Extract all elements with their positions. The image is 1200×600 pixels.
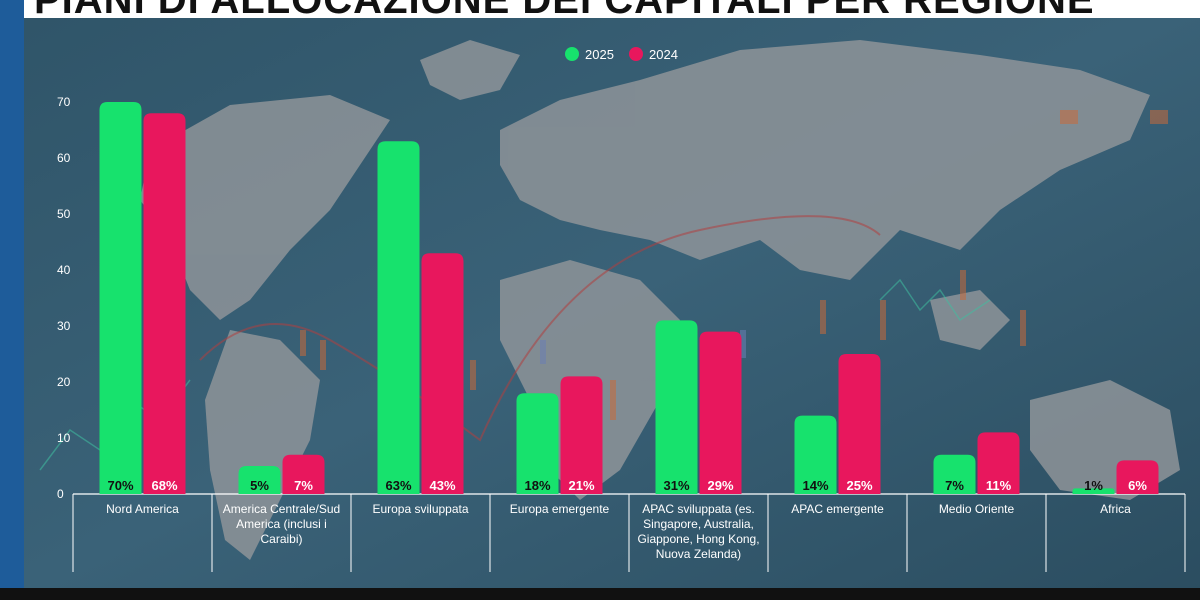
- chart-title: PIANI DI ALLOCAZIONE DEI CAPITALI PER RE…: [34, 0, 1095, 18]
- bar-value-label-2025: 63%: [385, 478, 411, 493]
- bottom-bar: [0, 588, 1200, 600]
- chart-bars: [99, 102, 1159, 494]
- bar-2025: [794, 415, 837, 494]
- y-tick-label: 20: [57, 375, 71, 389]
- bar-2025: [377, 141, 420, 494]
- bar-2024: [143, 113, 186, 494]
- chart-legend: 2025 2024: [565, 47, 678, 62]
- bar-value-label-2025: 5%: [250, 478, 269, 493]
- x-tick-label: Europa sviluppata: [372, 502, 468, 516]
- bar-value-label-2024: 43%: [429, 478, 455, 493]
- y-tick-label: 60: [57, 151, 71, 165]
- bar-2024: [421, 253, 464, 494]
- bar-2025: [1072, 488, 1115, 494]
- bar-value-label-2024: 68%: [151, 478, 177, 493]
- x-tick-label-line: Singapore, Australia,: [643, 517, 754, 531]
- bar-2025: [99, 102, 142, 494]
- x-tick-label: Nord America: [106, 502, 179, 516]
- bar-value-label-2024: 6%: [1128, 478, 1147, 493]
- bar-2025: [238, 466, 281, 494]
- bar-2024: [838, 354, 881, 494]
- bar-value-label-2024: 7%: [294, 478, 313, 493]
- bar-2025: [655, 320, 698, 494]
- bar-value-label-2025: 18%: [524, 478, 550, 493]
- x-tick-label: APAC sviluppata (es. Singapore, Australia…: [637, 502, 759, 561]
- y-tick-label: 10: [57, 431, 71, 445]
- x-tick-label: Medio Oriente: [939, 502, 1015, 516]
- x-tick-label-line: Giappone, Hong Kong,: [637, 532, 759, 546]
- legend-label-2025: 2025: [585, 47, 614, 62]
- bar-2024: [977, 432, 1020, 494]
- legend-marker-2024: [629, 47, 643, 61]
- x-tick-label-line: Europa emergente: [510, 502, 610, 516]
- bar-2025: [933, 454, 976, 494]
- x-tick-label-line: America Centrale/Sud: [223, 502, 340, 516]
- bar-value-label-2025: 31%: [663, 478, 689, 493]
- bar-value-label-2024: 21%: [568, 478, 594, 493]
- bar-2024: [560, 376, 603, 494]
- bar-value-label-2025: 70%: [107, 478, 133, 493]
- bar-value-label-2024: 29%: [707, 478, 733, 493]
- x-tick-label-line: Europa sviluppata: [372, 502, 468, 516]
- legend-marker-2025: [565, 47, 579, 61]
- x-tick-label-line: Caraibi): [260, 532, 302, 546]
- y-tick-label: 0: [57, 487, 64, 501]
- x-tick-label-line: APAC sviluppata (es.: [642, 502, 755, 516]
- x-tick-label-line: APAC emergente: [791, 502, 884, 516]
- x-tick-label: Europa emergente: [510, 502, 610, 516]
- x-tick-label-line: Medio Oriente: [939, 502, 1015, 516]
- bar-2024: [699, 331, 742, 494]
- chart-category-labels: Nord America America Centrale/Sud America …: [106, 502, 1131, 561]
- y-tick-label: 70: [57, 95, 71, 109]
- x-tick-label: APAC emergente: [791, 502, 884, 516]
- x-tick-label-line: Nuova Zelanda): [656, 547, 741, 561]
- legend-label-2024: 2024: [649, 47, 678, 62]
- x-tick-label: Africa: [1100, 502, 1131, 516]
- y-tick-label: 30: [57, 319, 71, 333]
- candlestick-decoration: [39, 110, 1168, 471]
- x-tick-label-line: America (inclusi i: [236, 517, 327, 531]
- bar-value-label-2025: 7%: [945, 478, 964, 493]
- bar-2025: [516, 393, 559, 494]
- accent-strip: [0, 0, 24, 600]
- x-tick-label: America Centrale/Sud America (inclusi i Ca…: [223, 502, 340, 546]
- title-band: PIANI DI ALLOCAZIONE DEI CAPITALI PER RE…: [0, 0, 1200, 18]
- bar-value-label-2024: 25%: [846, 478, 872, 493]
- x-tick-label-line: Africa: [1100, 502, 1131, 516]
- y-tick-label: 50: [57, 207, 71, 221]
- bar-2024: [1116, 460, 1159, 494]
- bar-value-label-2025: 14%: [802, 478, 828, 493]
- y-tick-label: 40: [57, 263, 71, 277]
- bar-2024: [282, 454, 325, 494]
- x-tick-label-line: Nord America: [106, 502, 179, 516]
- bar-value-label-2025: 1%: [1084, 478, 1103, 493]
- chart-value-labels: 70% 68% 5% 7% 63% 43% 18% 21% 31% 29% 14% 25% 7% 11% 1…: [107, 478, 1147, 493]
- bar-value-label-2024: 11%: [986, 478, 1012, 493]
